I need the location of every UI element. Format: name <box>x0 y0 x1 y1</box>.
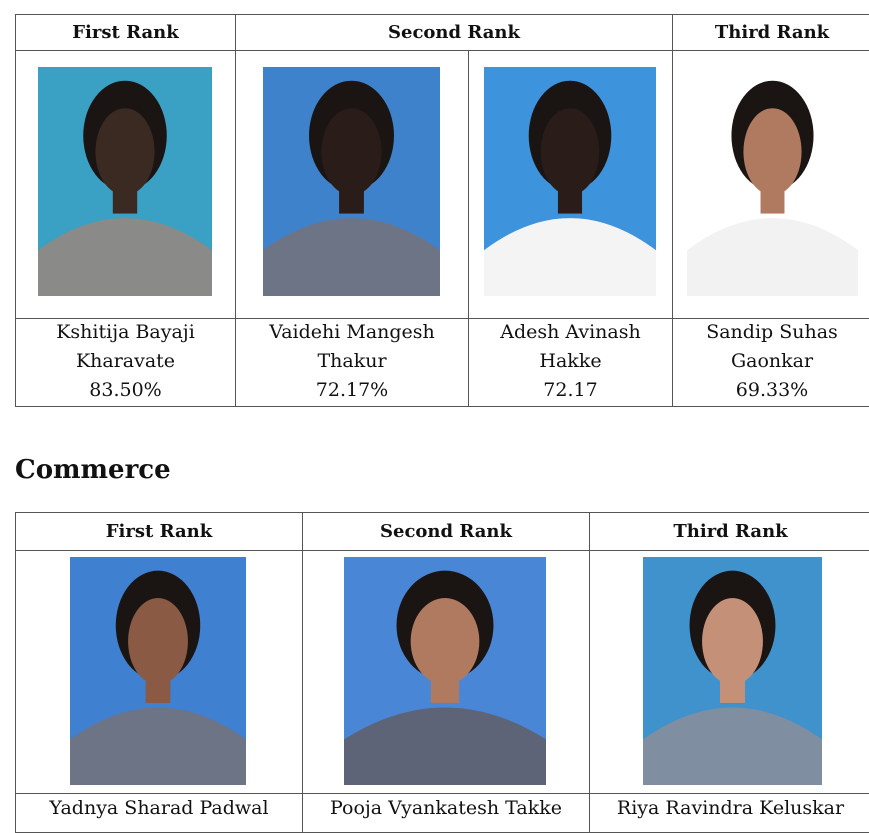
header-cell: First Rank <box>15 14 236 51</box>
student-score: 69.33% <box>735 379 809 401</box>
header-cell: First Rank <box>15 512 303 551</box>
student-photo <box>70 557 246 785</box>
student-photo <box>38 67 212 296</box>
student-name: Sandip Suhas <box>706 321 838 343</box>
student-photo <box>643 557 822 785</box>
header-cell: Second Rank <box>302 512 590 551</box>
section-title: Commerce <box>15 455 171 485</box>
student-name: Gaonkar <box>730 350 814 372</box>
student-name: Kharavate <box>75 350 176 372</box>
student-name: Vaidehi Mangesh <box>269 321 435 343</box>
student-name: Yadnya Sharad Padwal <box>49 797 269 819</box>
name-cell <box>672 318 869 407</box>
student-score: 72.17% <box>315 379 389 401</box>
student-photo <box>687 67 858 296</box>
student-name: Hakke <box>539 350 602 372</box>
student-score: 83.50% <box>89 379 162 401</box>
student-name: Pooja Vyankatesh Takke <box>330 797 562 819</box>
header-cell: Second Rank <box>235 14 673 51</box>
header-cell: Third Rank <box>672 14 869 51</box>
student-photo <box>263 67 440 296</box>
student-name: Adesh Avinash <box>500 321 641 343</box>
student-photo <box>484 67 656 296</box>
student-photo <box>344 557 546 785</box>
student-score: 72.17 <box>543 379 598 401</box>
student-name: Kshitija Bayaji <box>56 321 195 343</box>
header-cell: Third Rank <box>589 512 869 551</box>
student-name: Thakur <box>317 350 387 372</box>
student-name: Riya Ravindra Keluskar <box>616 797 845 819</box>
